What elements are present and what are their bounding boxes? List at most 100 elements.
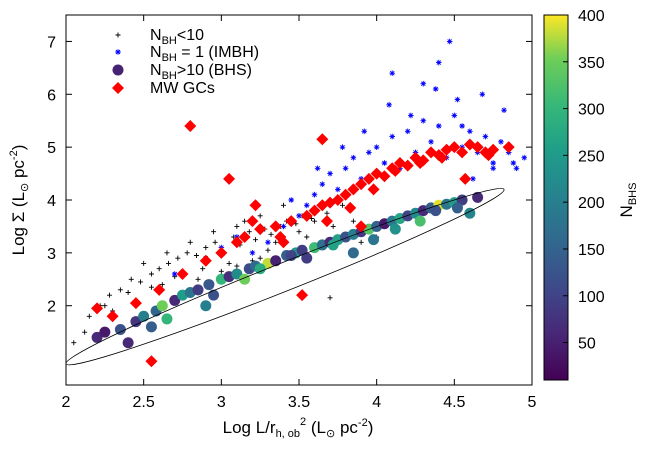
data-point-diamond xyxy=(230,236,243,249)
data-point-circle xyxy=(301,252,313,264)
data-point-star xyxy=(459,123,465,129)
y-tick-label: 5 xyxy=(47,140,56,157)
series-circle xyxy=(91,191,484,349)
data-point-diamond xyxy=(249,199,262,212)
data-point-star xyxy=(404,128,411,135)
data-point-plus xyxy=(234,223,240,229)
y-tick-label: 7 xyxy=(47,34,56,51)
data-point-plus xyxy=(296,229,302,235)
data-point-star xyxy=(327,170,333,177)
data-point-star xyxy=(386,102,392,108)
legend: NBH<10 NBH = 1 (IMBH) NBH>10 (BHS) MW GC… xyxy=(112,27,259,97)
data-point-star xyxy=(303,202,310,209)
data-point-diamond xyxy=(367,183,380,196)
data-point-plus xyxy=(125,290,131,295)
x-tick-label: 2 xyxy=(62,394,71,411)
data-point-plus xyxy=(358,239,364,245)
legend-symbol xyxy=(115,49,121,55)
data-point-circle xyxy=(254,263,266,275)
data-point-diamond xyxy=(145,355,158,368)
data-point-diamond xyxy=(471,141,484,154)
data-point-diamond xyxy=(246,215,259,228)
data-point-diamond xyxy=(362,172,375,185)
data-point-plus xyxy=(265,247,271,253)
x-tick-label: 2.5 xyxy=(133,394,155,411)
data-point-circle xyxy=(472,191,484,203)
legend-marker-plus xyxy=(115,32,121,38)
data-point-diamond xyxy=(482,149,495,162)
legend-marker-diamond xyxy=(112,82,124,94)
data-point-circle xyxy=(156,300,168,312)
data-point-star xyxy=(479,91,486,98)
data-point-diamond xyxy=(448,141,461,154)
data-point-diamond xyxy=(129,297,142,310)
data-point-plus xyxy=(71,340,77,346)
colorbar-tick-label: 300 xyxy=(578,102,605,119)
data-point-star xyxy=(521,154,528,161)
data-point-diamond xyxy=(176,268,189,280)
data-point-circle xyxy=(389,223,401,235)
data-point-plus xyxy=(195,276,201,282)
data-point-star xyxy=(490,160,496,166)
data-point-star xyxy=(490,165,496,172)
data-point-star xyxy=(482,133,489,140)
data-point-plus xyxy=(330,223,336,229)
data-point-star xyxy=(420,117,427,124)
data-point-diamond xyxy=(277,236,290,249)
data-point-plus xyxy=(102,303,108,309)
y-tick-label: 2 xyxy=(47,299,56,316)
data-point-circle xyxy=(122,337,134,349)
data-point-plus xyxy=(138,279,144,285)
colorbar xyxy=(543,14,569,381)
data-point-plus xyxy=(193,253,199,258)
data-point-plus xyxy=(148,284,154,290)
data-point-star xyxy=(451,112,458,119)
data-point-star xyxy=(296,213,302,219)
data-point-circle xyxy=(368,234,380,246)
data-point-star xyxy=(436,123,442,129)
data-point-circle xyxy=(296,244,308,256)
data-point-plus xyxy=(350,218,356,224)
colorbar-tick-label: 400 xyxy=(578,8,605,25)
data-point-plus xyxy=(257,213,263,219)
points-layer xyxy=(71,38,528,368)
data-point-star xyxy=(408,112,414,119)
data-point-plus xyxy=(312,218,318,224)
data-point-diamond xyxy=(91,302,104,315)
data-point-circle xyxy=(203,279,215,291)
data-point-plus xyxy=(184,250,190,256)
data-point-star xyxy=(319,181,326,187)
data-point-star xyxy=(420,80,427,87)
data-point-plus xyxy=(212,239,218,245)
data-point-diamond xyxy=(223,172,236,185)
data-point-diamond xyxy=(502,141,515,154)
data-point-diamond xyxy=(355,178,368,191)
x-tick-label: 3.5 xyxy=(288,394,310,411)
data-point-star xyxy=(171,271,178,277)
data-point-diamond xyxy=(378,170,391,183)
data-point-plus xyxy=(148,271,154,277)
data-point-diamond xyxy=(339,188,352,201)
data-point-diamond xyxy=(331,194,344,206)
data-point-circle xyxy=(130,316,142,328)
data-point-star xyxy=(436,59,442,66)
data-point-star xyxy=(342,165,349,172)
colorbar-tick-label: 150 xyxy=(578,242,605,259)
legend-symbol xyxy=(115,32,121,38)
legend-entry-imbh: NBH = 1 (IMBH) xyxy=(115,44,259,64)
y-tick-label: 4 xyxy=(47,193,56,210)
data-point-plus xyxy=(257,255,263,261)
data-point-plus xyxy=(128,276,134,282)
x-tick-labels: 2 2.5 3 3.5 4 4.5 5 xyxy=(62,394,537,411)
data-point-plus xyxy=(280,202,286,208)
data-point-circle xyxy=(169,294,181,306)
data-point-plus xyxy=(242,218,248,224)
colorbar-ticks: 50 100 150 200 250 300 350 400 xyxy=(563,8,605,353)
series-diamond xyxy=(91,120,515,368)
data-point-star xyxy=(288,197,295,203)
data-point-diamond xyxy=(238,231,251,243)
data-point-plus xyxy=(203,245,209,251)
data-point-plus xyxy=(82,329,88,335)
data-point-star xyxy=(381,160,388,166)
data-point-star xyxy=(314,165,321,172)
